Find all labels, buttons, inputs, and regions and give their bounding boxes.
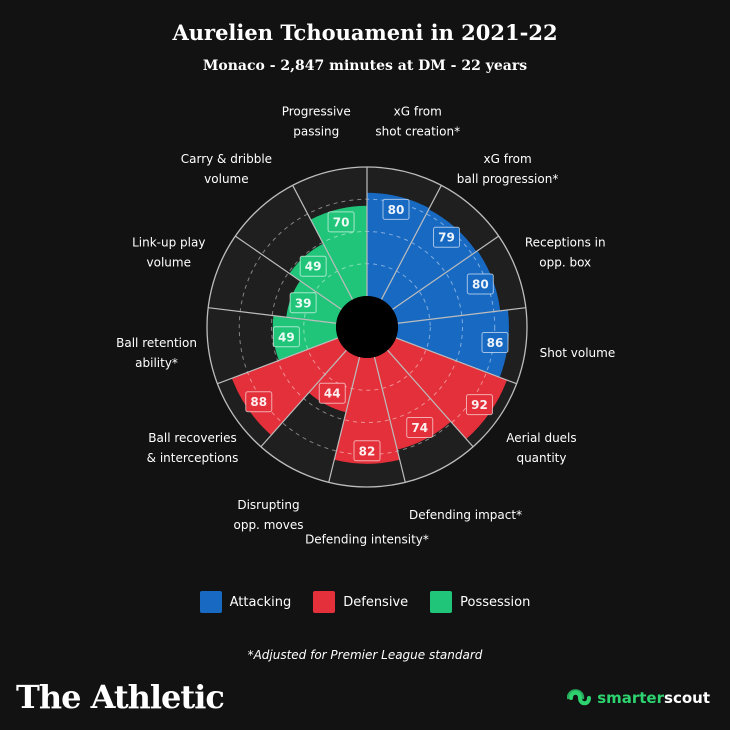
value-label-9: 49 [278, 330, 295, 344]
publisher-logo: The Athletic [16, 678, 225, 716]
legend-label-possession: Possession [460, 594, 531, 610]
category-label-7: Disrupting opp. moves [233, 498, 303, 532]
value-label-1: 79 [438, 231, 455, 245]
grid-spoke-8 [260, 349, 347, 448]
chart-title: Aurelien Tchouameni in 2021-22 [172, 20, 558, 45]
value-badge-0 [382, 198, 410, 220]
wedge-3 [395, 309, 509, 378]
category-label-0: xG from shot creation* [375, 105, 460, 139]
value-badge-7 [318, 382, 346, 404]
value-label-6: 82 [359, 444, 376, 458]
grid-spoke-10 [208, 307, 337, 324]
grid-spoke-9 [217, 337, 339, 385]
value-label-3: 86 [487, 336, 504, 350]
legend-swatch-defensive [313, 591, 336, 613]
value-badge-8 [245, 391, 273, 413]
value-label-12: 70 [333, 215, 350, 229]
value-label-10: 39 [295, 296, 312, 310]
value-label-7: 44 [324, 387, 341, 401]
value-badge-12 [327, 211, 355, 233]
chart-grid-layer [206, 166, 528, 488]
partner-logo: smarter scout [567, 687, 710, 709]
value-badge-6 [353, 440, 381, 462]
grid-spoke-12 [292, 185, 354, 300]
legend-item-defensive: Defensive [313, 591, 408, 613]
legend-label-attacking: Attacking [229, 594, 292, 610]
value-badge-10 [289, 292, 317, 314]
category-label-8: Ball recoveries & interceptions [147, 431, 239, 465]
value-badge-5 [406, 416, 434, 438]
grid-spoke-7 [328, 356, 361, 483]
chart-subtitle: Monaco - 2,847 minutes at DM - 22 years [202, 58, 528, 74]
smarterscout-logo-icon [567, 689, 592, 706]
partner-name-part1: smarter [597, 689, 665, 707]
value-badge-9 [272, 326, 300, 348]
grid-spoke-11 [234, 235, 342, 310]
value-badge-1 [433, 226, 461, 248]
category-label-5: Defending impact* [409, 508, 522, 522]
category-label-6: Defending intensity* [305, 533, 429, 547]
category-label-4: Aerial duels quantity [506, 431, 576, 465]
grid-spoke-4 [395, 337, 517, 385]
category-label-12: Progressive passing [282, 105, 351, 139]
category-label-2: Receptions in opp. box [525, 235, 606, 269]
wedge-2 [392, 250, 501, 324]
legend-label-defensive: Defensive [343, 594, 409, 610]
grid-spoke-6 [373, 356, 406, 483]
grid-spoke-5 [387, 349, 474, 448]
wedge-6 [334, 357, 400, 464]
legend-swatch-possession [430, 591, 453, 613]
chart-legend: Attacking Defensive Possession [0, 591, 730, 613]
legend-item-attacking: Attacking [199, 591, 292, 613]
value-label-5: 74 [411, 421, 428, 435]
value-badge-4 [465, 394, 493, 416]
chart-center-hole [336, 296, 398, 358]
value-label-8: 88 [250, 395, 267, 409]
wedge-0 [367, 192, 430, 300]
value-label-0: 80 [388, 203, 405, 217]
grid-spoke-1 [380, 185, 442, 300]
chart-value-labels-layer: 80 79 80 86 92 74 82 44 88 49 39 49 70 [245, 198, 509, 462]
grid-spoke-3 [397, 307, 526, 324]
footnote: *Adjusted for Premier League standard [247, 648, 483, 662]
value-badge-11 [299, 255, 327, 277]
value-badge-3 [481, 332, 509, 354]
grid-spoke-2 [392, 235, 500, 310]
category-label-11: Carry & dribble volume [181, 152, 272, 186]
value-badge-2 [466, 273, 494, 295]
value-label-11: 49 [305, 260, 322, 274]
partner-name-part2: scout [664, 689, 710, 707]
category-label-3: Shot volume [540, 346, 616, 360]
category-label-10: Link-up play volume [132, 235, 205, 269]
legend-swatch-attacking [199, 591, 222, 613]
value-label-2: 80 [472, 278, 489, 292]
category-label-9: Ball retention ability* [116, 336, 197, 370]
chart-category-labels-layer: xG from shot creation* xG from ball progres… [116, 105, 615, 547]
legend-item-possession: Possession [430, 591, 530, 613]
category-label-1: xG from ball progression* [457, 152, 559, 186]
value-label-4: 92 [471, 398, 488, 412]
